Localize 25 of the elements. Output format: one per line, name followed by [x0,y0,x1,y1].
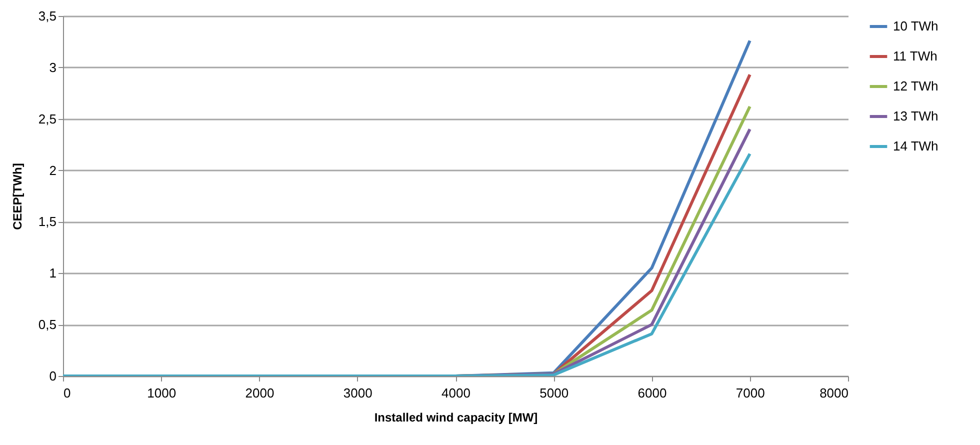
legend-label: 13 TWh [893,108,938,124]
x-tick-label: 4000 [442,386,470,400]
x-tick-label: 5000 [540,386,569,400]
y-tick-label: 3,5 [38,8,56,24]
y-axis-title: CEEP[TWh] [10,163,24,230]
x-tick-label: 3000 [343,386,372,400]
x-tick-label: 7000 [736,386,765,400]
legend-label: 10 TWh [893,18,938,34]
x-axis-title: Installed wind capacity [MW] [374,410,538,424]
x-tick-label: 8000 [820,386,848,400]
x-tick-label: 6000 [638,386,667,400]
y-tick-label: 0 [49,368,56,384]
x-tick-label: 1000 [147,386,176,400]
y-tick-label: 2 [49,162,56,178]
line-series [63,152,752,376]
legend-label: 12 TWh [893,78,938,94]
x-tick-label: 2000 [245,386,274,400]
x-tick-label: 0 [64,386,71,400]
y-tick-label: 0,5 [38,317,56,332]
y-tick-label: 1,5 [38,214,56,230]
legend-label: 14 TWh [893,138,938,154]
legend-label: 11 TWh [893,48,938,64]
y-tick-label: 1 [49,266,56,281]
y-tick-label: 3 [49,60,56,75]
y-tick-label: 2,5 [38,111,56,126]
